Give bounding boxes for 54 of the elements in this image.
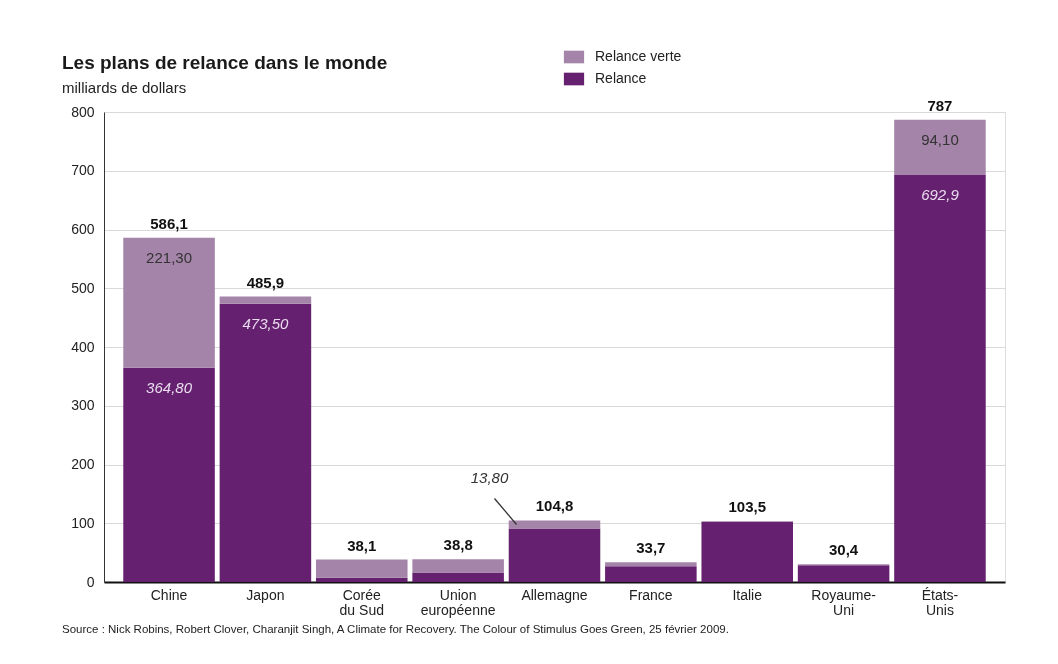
bar <box>123 237 215 368</box>
y-tick-label: 600 <box>71 221 95 237</box>
x-tick-label: Chine <box>150 586 188 603</box>
bar <box>412 559 504 573</box>
total-label: 30,4 <box>828 541 859 559</box>
x-tick-label: États-Unis <box>921 586 959 618</box>
y-tick-label: 800 <box>71 103 95 120</box>
y-tick-label: 0 <box>86 573 95 590</box>
bar <box>605 566 697 582</box>
data-label: 364,80 <box>146 378 193 396</box>
y-tick-label: 200 <box>71 456 95 472</box>
bar <box>894 119 986 175</box>
total-label: 38,1 <box>347 536 377 554</box>
x-tick-label: Union européenne <box>420 586 496 618</box>
data-label: 94,10 <box>921 130 959 148</box>
x-tick-label: Japon <box>246 586 285 603</box>
total-label: 485,9 <box>246 273 285 291</box>
data-label: 13,80 <box>470 469 509 487</box>
total-label: 787 <box>927 96 953 114</box>
bar <box>219 303 312 582</box>
chart-subtitle: milliards de dollars <box>62 79 187 96</box>
legend-label: Relance <box>595 70 647 86</box>
bar <box>894 174 986 582</box>
bar <box>508 528 601 582</box>
total-label: 586,1 <box>150 214 188 232</box>
bar <box>412 572 504 582</box>
bar <box>219 296 312 304</box>
x-tick-label: Corée du Sud <box>339 586 384 618</box>
y-tick-label: 400 <box>71 338 95 355</box>
bar <box>316 577 408 582</box>
data-label: 692,9 <box>921 185 960 203</box>
y-tick-label: 500 <box>71 279 95 296</box>
x-tick-label: Royaume-Uni <box>811 586 877 618</box>
y-tick-label: 100 <box>71 514 95 531</box>
x-tick-label: France <box>629 586 673 603</box>
y-tick-label: 300 <box>71 397 95 414</box>
total-label: 104,8 <box>535 497 574 515</box>
bar <box>701 521 793 582</box>
bar <box>508 520 601 529</box>
total-label: 38,8 <box>443 536 473 554</box>
bar <box>316 559 408 578</box>
bar <box>797 565 890 582</box>
bar <box>605 562 697 567</box>
chart-title: Les plans de relance dans le monde <box>62 52 388 73</box>
y-tick-label: 700 <box>71 162 95 179</box>
total-label: 33,7 <box>636 539 666 557</box>
source-note: Source : Nick Robins, Robert Clover, Charanjit Singh, A Climate for Recovery. The Colour of Stimulus Goes Green, 25 février 2009. <box>62 623 729 635</box>
bar <box>123 367 215 582</box>
legend-label: Relance verte <box>595 48 682 64</box>
data-label: 473,50 <box>242 314 289 332</box>
total-label: 103,5 <box>728 498 766 516</box>
x-tick-label: Allemagne <box>521 586 588 603</box>
data-label: 221,30 <box>146 248 192 266</box>
x-tick-label: Italie <box>732 586 763 603</box>
